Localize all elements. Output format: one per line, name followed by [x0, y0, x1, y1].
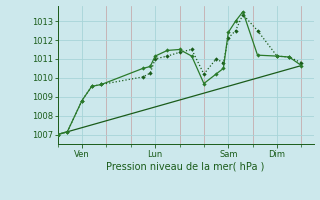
- X-axis label: Pression niveau de la mer( hPa ): Pression niveau de la mer( hPa ): [107, 161, 265, 171]
